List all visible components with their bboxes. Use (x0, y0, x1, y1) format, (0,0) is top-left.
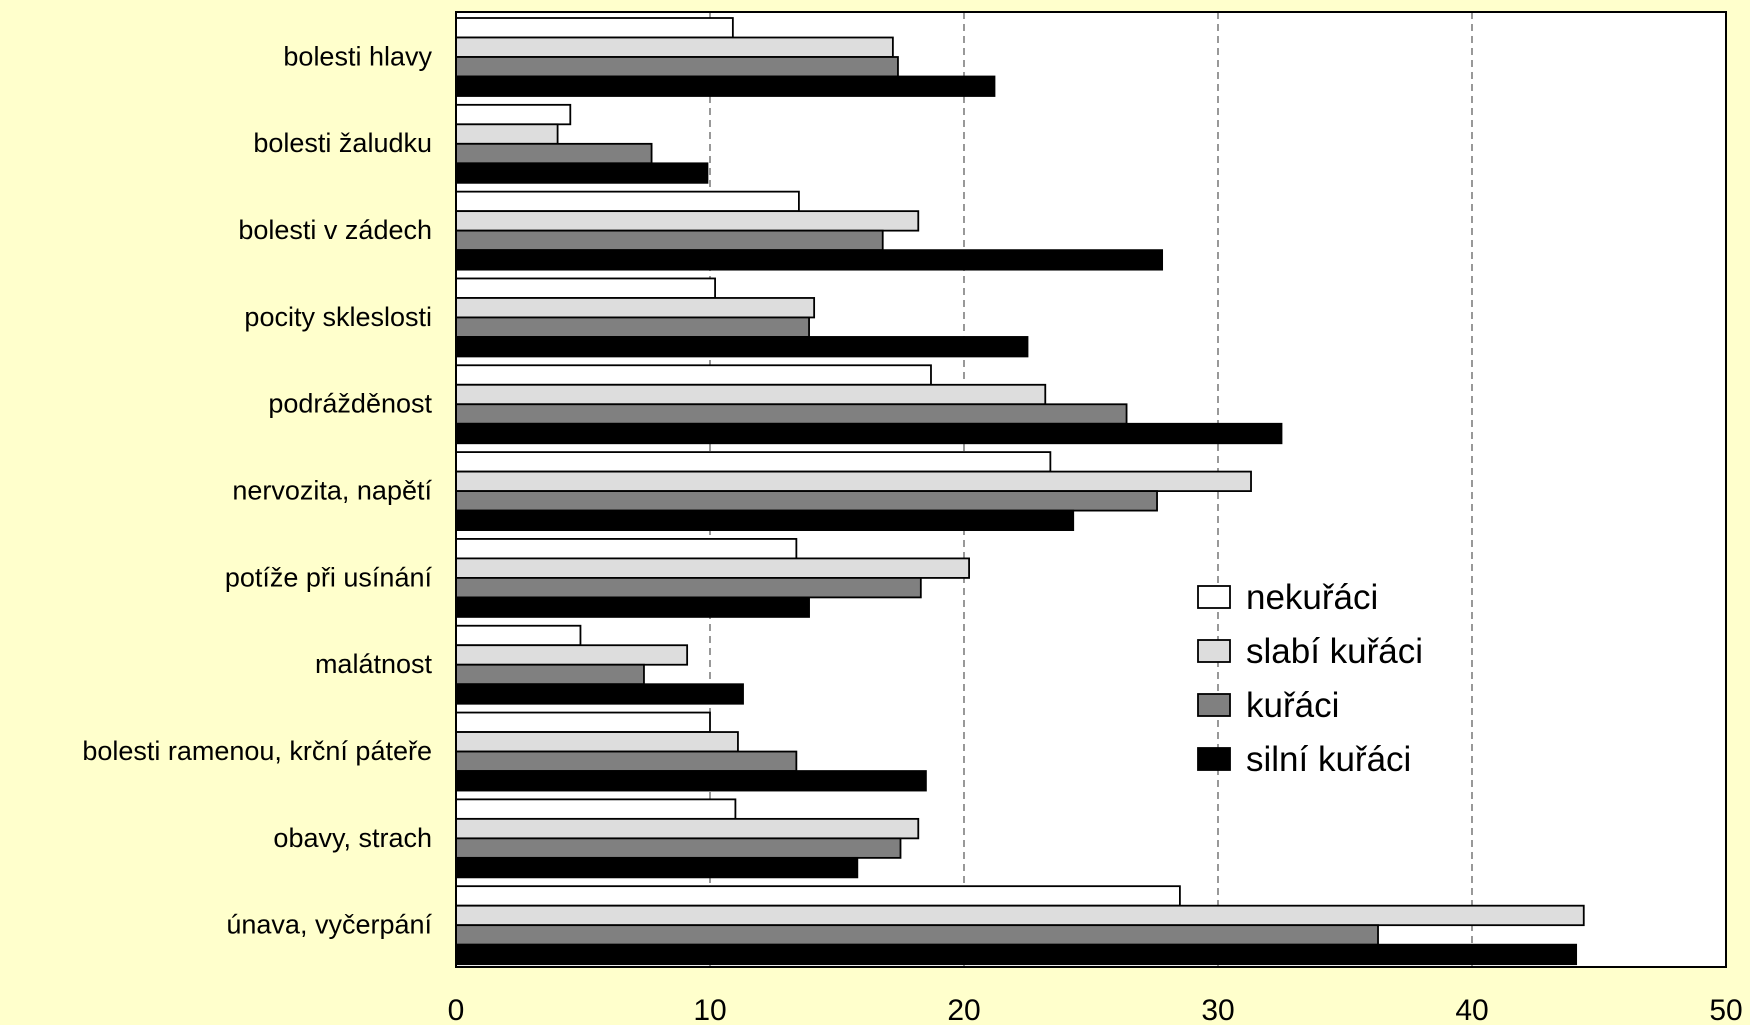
bar-4-2 (455, 403, 1128, 425)
bar-7-1 (455, 644, 689, 666)
bar-5-2 (455, 490, 1158, 512)
category-label: nervozita, napětí (232, 476, 432, 506)
x-tick-label: 30 (1201, 994, 1234, 1025)
bar-6-0 (455, 538, 798, 560)
bar-6-3 (455, 596, 810, 618)
bar-8-3 (455, 770, 927, 792)
bar-8-0 (455, 711, 711, 733)
bar-5-1 (455, 470, 1252, 492)
bar-3-1 (455, 297, 816, 319)
bar-0-1 (455, 36, 894, 58)
bar-3-0 (455, 277, 716, 299)
x-tick-label: 0 (448, 994, 465, 1025)
bar-5-0 (455, 451, 1052, 473)
legend-label: kuřáci (1246, 686, 1339, 725)
category-label: bolesti v zádech (238, 215, 432, 245)
bar-4-3 (455, 422, 1283, 445)
plot-frame (455, 11, 1727, 968)
x-tick-label: 10 (693, 994, 726, 1025)
bar-2-3 (455, 249, 1164, 271)
bar-2-0 (455, 190, 800, 213)
bar-8-1 (455, 731, 739, 753)
bar-9-2 (455, 837, 902, 859)
bar-5-3 (455, 509, 1075, 531)
bar-1-2 (455, 142, 653, 165)
bars (455, 17, 1585, 966)
legend-label: nekuřáci (1246, 578, 1378, 617)
bar-10-1 (455, 904, 1585, 927)
bar-10-3 (455, 943, 1578, 966)
bar-0-0 (455, 17, 734, 39)
category-label: bolesti hlavy (283, 41, 432, 71)
legend-swatch (1197, 639, 1231, 663)
category-label: bolesti ramenou, krční páteře (82, 736, 432, 766)
bar-7-0 (455, 624, 582, 647)
legend-label: silní kuřáci (1246, 740, 1411, 779)
legend-swatch (1197, 585, 1231, 609)
bar-10-2 (455, 924, 1379, 946)
bar-1-0 (455, 103, 572, 126)
bar-2-1 (455, 210, 920, 232)
bar-10-0 (455, 885, 1181, 907)
legend-swatch (1197, 693, 1231, 717)
bar-9-3 (455, 856, 859, 879)
x-axis-tick-labels: 0 10 20 30 40 50 (448, 994, 1743, 1025)
x-tick-label: 50 (1709, 994, 1742, 1025)
bar-7-2 (455, 663, 645, 686)
bar-4-0 (455, 364, 932, 386)
bar-3-3 (455, 336, 1029, 358)
x-tick-label: 40 (1455, 994, 1488, 1025)
bar-1-1 (455, 123, 559, 145)
bar-0-3 (455, 75, 996, 97)
category-label: podrážděnost (268, 389, 432, 419)
legend-label: slabí kuřáci (1246, 632, 1423, 671)
category-label: únava, vyčerpání (226, 910, 432, 940)
bar-7-3 (455, 683, 744, 705)
bar-6-1 (455, 557, 970, 579)
bar-8-2 (455, 750, 798, 772)
bar-1-3 (455, 162, 709, 184)
bar-9-0 (455, 798, 737, 820)
x-tick-label: 20 (947, 994, 980, 1025)
bar-0-2 (455, 56, 899, 78)
bar-9-1 (455, 817, 920, 840)
category-labels: bolesti hlavy bolesti žaludku bolesti v zá… (82, 41, 432, 939)
category-label: potíže při usínání (225, 562, 433, 592)
legend: nekuřáci slabí kuřáci kuřáci silní kuřáci (1197, 578, 1423, 779)
legend-swatch (1197, 747, 1231, 771)
category-label: pocity skleslosti (244, 302, 432, 332)
bar-2-2 (455, 229, 884, 252)
bar-6-2 (455, 577, 922, 599)
bar-4-1 (455, 383, 1047, 406)
category-label: obavy, strach (273, 823, 432, 853)
category-label: malátnost (315, 649, 433, 679)
category-label: bolesti žaludku (253, 128, 432, 158)
bar-3-2 (455, 316, 810, 338)
